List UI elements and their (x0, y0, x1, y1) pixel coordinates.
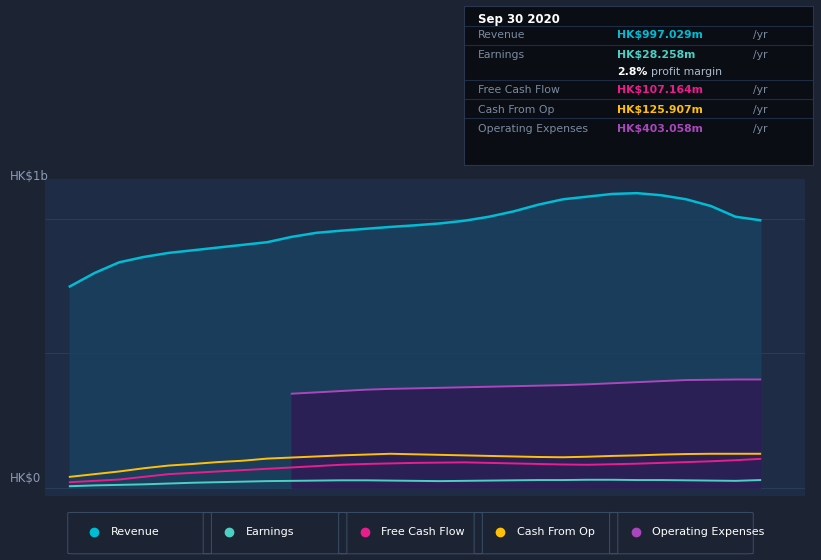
Text: Revenue: Revenue (478, 30, 525, 40)
Text: 2.8%: 2.8% (617, 67, 648, 77)
Text: /yr: /yr (754, 105, 768, 115)
Text: HK$403.058m: HK$403.058m (617, 124, 704, 134)
Text: /yr: /yr (754, 50, 768, 60)
Text: HK$125.907m: HK$125.907m (617, 105, 704, 115)
Text: HK$0: HK$0 (10, 472, 41, 486)
Text: /yr: /yr (754, 86, 768, 95)
Text: Earnings: Earnings (245, 527, 295, 537)
Text: Revenue: Revenue (110, 527, 159, 537)
Text: Earnings: Earnings (478, 50, 525, 60)
Text: HK$997.029m: HK$997.029m (617, 30, 704, 40)
Text: HK$1b: HK$1b (10, 170, 48, 183)
Text: Cash From Op: Cash From Op (478, 105, 554, 115)
Text: /yr: /yr (754, 124, 768, 134)
Text: Sep 30 2020: Sep 30 2020 (478, 13, 560, 26)
Text: Free Cash Flow: Free Cash Flow (381, 527, 465, 537)
Text: HK$107.164m: HK$107.164m (617, 86, 704, 95)
Text: HK$28.258m: HK$28.258m (617, 50, 695, 60)
Text: Cash From Op: Cash From Op (517, 527, 594, 537)
Text: profit margin: profit margin (650, 67, 722, 77)
Text: Operating Expenses: Operating Expenses (653, 527, 764, 537)
Text: /yr: /yr (754, 30, 768, 40)
Text: Operating Expenses: Operating Expenses (478, 124, 588, 134)
Text: Free Cash Flow: Free Cash Flow (478, 86, 560, 95)
